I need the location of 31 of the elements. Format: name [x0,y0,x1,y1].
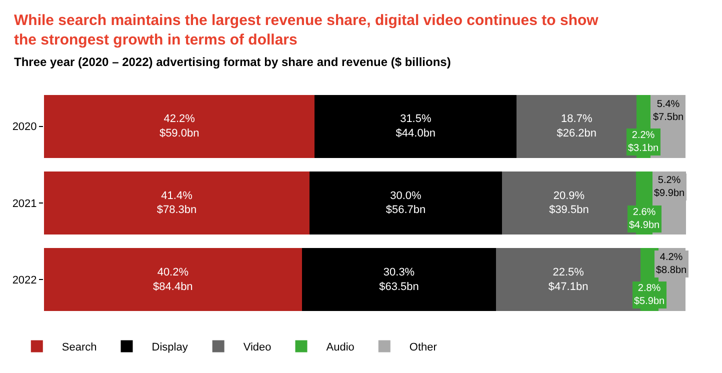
data-label: 5.4% $7.5bn [653,99,684,123]
bar [44,172,310,234]
bar [310,172,502,234]
data-label: 40.2% $84.4bn [153,266,193,293]
legend-label: Video [243,342,272,354]
data-label: 2.6% $4.9bn [629,207,660,231]
y-tick-label: 2020 [12,121,37,134]
legend-label: Search [62,342,97,354]
data-label: 30.0% $56.7bn [386,190,426,216]
data-label: 42.2% $59.0bn [159,113,200,140]
bar [44,248,302,312]
y-tick-label: 2022 [12,274,37,287]
data-label: 18.7% $26.2bn [556,113,597,140]
data-label: 22.5% $47.1bn [548,266,588,293]
bar [314,94,517,158]
data-label: 2.2% $3.1bn [628,130,659,154]
data-label: 20.9% $39.5bn [549,190,589,216]
data-label: 30.3% $63.5bn [379,266,419,293]
legend-label: Display [152,342,188,354]
bar [302,248,496,312]
legend-label: Other [409,342,438,354]
chart-title: While search maintains the largest revenue share, digital video continues to show the strongest growth in terms of dollars [14,12,599,48]
data-label: 4.2% $8.8bn [656,252,687,276]
data-label: 2.8% $5.9bn [634,283,665,307]
chart-subtitle: Three year (2020 – 2022) advertising format by share and revenue ($ billions) [14,55,451,69]
y-tick-label: 2021 [12,198,37,210]
data-label: 41.4% $78.3bn [156,190,197,216]
data-label: 31.5% $44.0bn [396,113,436,140]
data-label: 5.2% $9.9bn [654,175,685,199]
legend-label: Audio [326,342,354,354]
bar [44,94,315,158]
